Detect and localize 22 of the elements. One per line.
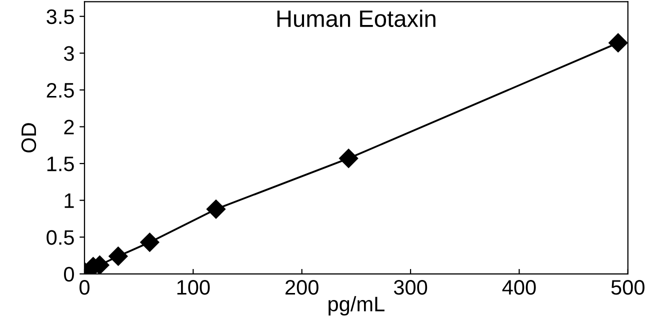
y-tick-label: 1 xyxy=(64,194,74,208)
x-tick-label: 100 xyxy=(177,280,210,295)
x-tick-label: 300 xyxy=(394,280,428,295)
y-tick-label: 2 xyxy=(64,120,74,134)
y-tick-label: 0 xyxy=(64,266,74,282)
x-tick-label: 400 xyxy=(502,280,536,295)
x-tick-label: 200 xyxy=(286,280,318,295)
y-tick-label: 3 xyxy=(64,46,74,61)
chart-title: Human Eotaxin xyxy=(277,10,436,28)
y-tick-label: 2.5 xyxy=(46,82,74,98)
x-tick-label: 0 xyxy=(80,280,90,295)
point xyxy=(108,246,128,266)
point xyxy=(206,200,226,219)
y-tick-label: 0.5 xyxy=(46,230,74,245)
y-axis-title: OD xyxy=(21,123,36,152)
point xyxy=(608,33,628,52)
x-axis-title: pg/mL xyxy=(328,296,384,316)
y-tick-label: 1.5 xyxy=(47,156,74,172)
point xyxy=(140,232,160,252)
y-tick-label: 3.5 xyxy=(46,9,74,24)
x-tick-label: 500 xyxy=(611,280,644,295)
point xyxy=(339,148,358,168)
